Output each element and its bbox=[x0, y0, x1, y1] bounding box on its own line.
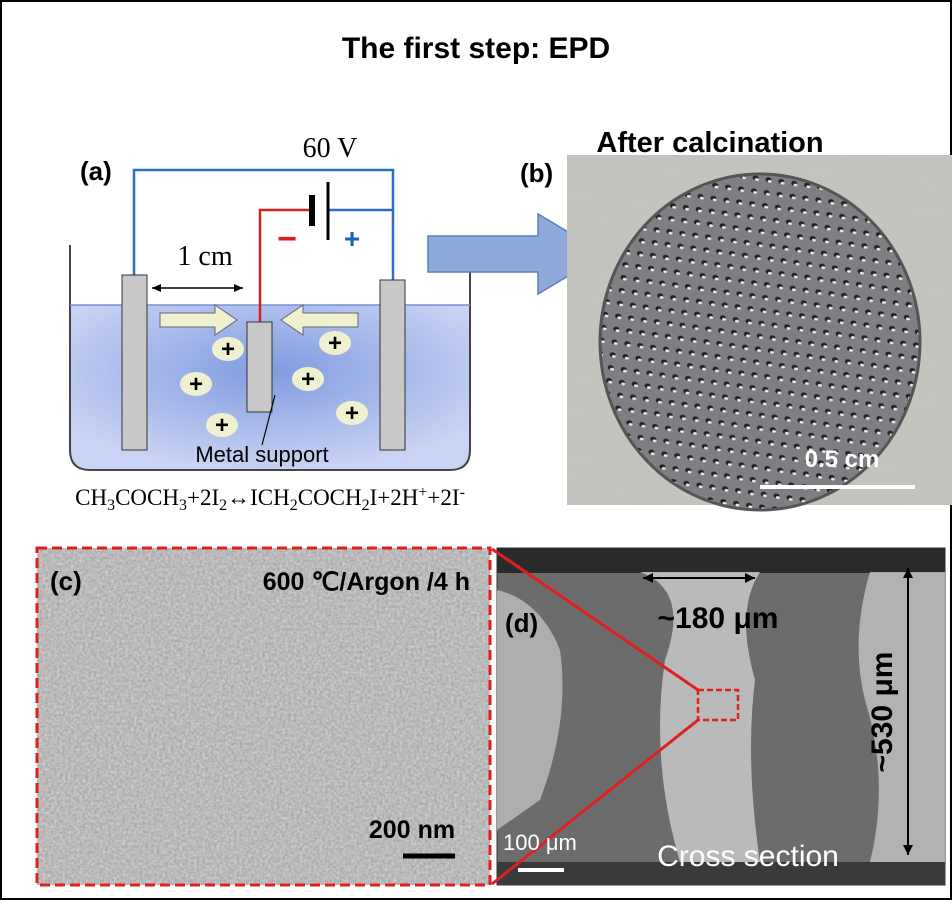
eq-sup: - bbox=[460, 484, 465, 501]
ion-sign: + bbox=[221, 336, 235, 363]
ion-sign: + bbox=[328, 330, 342, 357]
ion-sign: + bbox=[301, 366, 315, 393]
panel-d: (d) ~180 μm ~530 μm 100 μm Cross section bbox=[492, 548, 945, 885]
eq-part: CH bbox=[75, 485, 107, 510]
ion-sign: + bbox=[189, 371, 203, 398]
eq-part: +2I bbox=[427, 485, 459, 510]
equation: CH3COCH3+2I2↔ICH2COCH2I+2H++2I- bbox=[75, 484, 465, 514]
eq-sub: 2 bbox=[362, 497, 370, 514]
panel-b: After calcination (b) 0.5 cm bbox=[520, 127, 952, 510]
panel-label: (a) bbox=[80, 156, 112, 186]
electrode bbox=[247, 322, 272, 412]
eq-part: ↔ICH bbox=[227, 485, 290, 510]
scale-label: 0.5 cm bbox=[805, 446, 880, 473]
electrode bbox=[380, 280, 405, 450]
eq-part: COCH bbox=[298, 485, 362, 510]
electrode bbox=[122, 275, 147, 450]
page: {"header": {"title": "The first step: EP… bbox=[0, 0, 952, 900]
eq-sup: + bbox=[418, 484, 427, 501]
panel-c: (c) 600 ℃/Argon /4 h 200 nm bbox=[37, 548, 490, 885]
eq-sub: 3 bbox=[107, 497, 115, 514]
eq-sub: 2 bbox=[290, 497, 298, 514]
eq-sub: 2 bbox=[219, 497, 227, 514]
eq-part: COCH bbox=[115, 485, 179, 510]
eq-sub: 3 bbox=[179, 497, 187, 514]
minus-sign: − bbox=[277, 220, 297, 258]
caption: Cross section bbox=[657, 840, 839, 873]
panel-label: (b) bbox=[520, 158, 553, 188]
ion-sign: + bbox=[215, 412, 229, 439]
panel-label: (c) bbox=[50, 566, 82, 596]
eq-part: I+2H bbox=[370, 485, 419, 510]
panel-label: (d) bbox=[505, 608, 538, 638]
plus-sign: + bbox=[344, 223, 360, 254]
figure: The first step: EPD (a) 60 V 1 cm − + + … bbox=[0, 0, 952, 900]
support-label: Metal support bbox=[195, 442, 328, 467]
scale-label: 100 μm bbox=[503, 830, 577, 855]
title: The first step: EPD bbox=[342, 32, 610, 65]
condition: 600 ℃/Argon /4 h bbox=[263, 568, 470, 596]
distance: 1 cm bbox=[177, 241, 232, 272]
sem-top bbox=[497, 548, 945, 573]
scale-label: 200 nm bbox=[369, 816, 455, 844]
eq-part: +2I bbox=[187, 485, 219, 510]
panel-title: After calcination bbox=[596, 127, 823, 159]
voltage: 60 V bbox=[303, 133, 358, 164]
ion-sign: + bbox=[345, 400, 359, 427]
height-label: ~530 μm bbox=[866, 652, 899, 773]
width-label: ~180 μm bbox=[658, 602, 779, 635]
